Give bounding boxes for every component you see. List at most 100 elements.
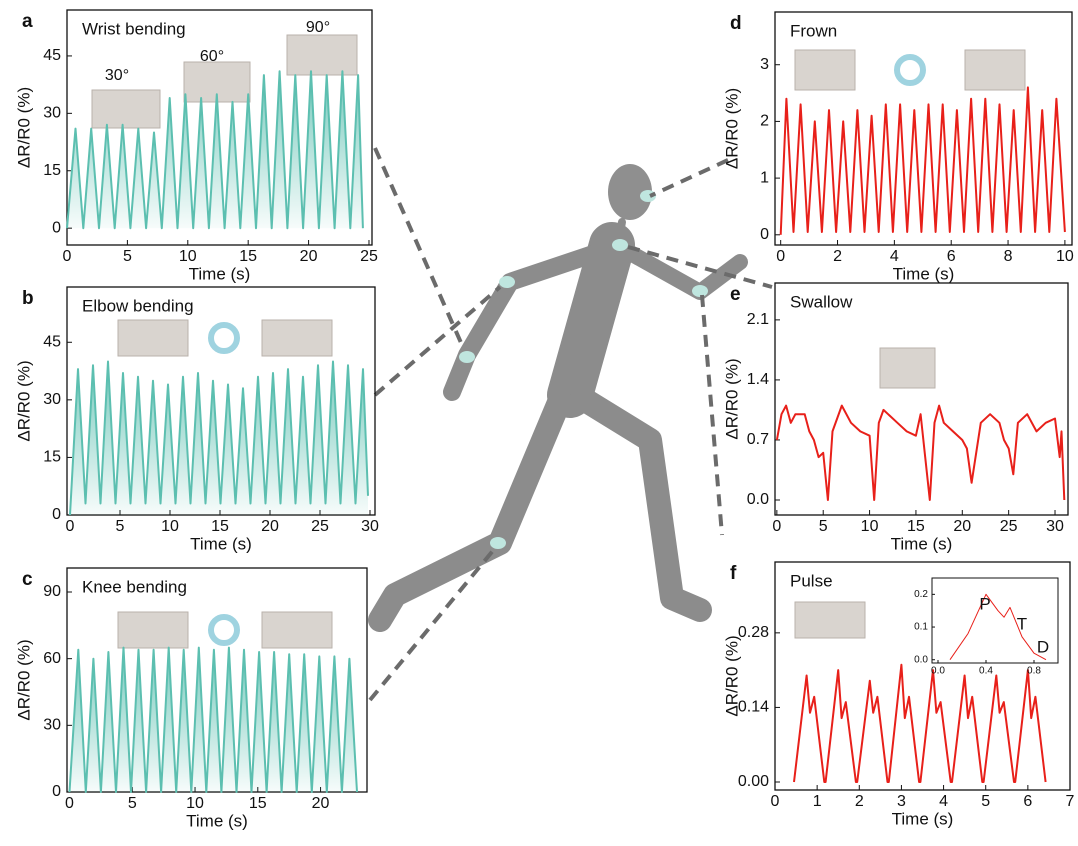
y-tick-label: 90 [43, 583, 61, 600]
x-tick-label: 20 [300, 248, 318, 265]
data-line [777, 406, 1064, 500]
annotation: 90° [306, 19, 330, 36]
x-tick-label: 5 [981, 793, 990, 810]
x-tick-label: 2 [833, 248, 842, 265]
x-tick-label: 0.4 [979, 666, 993, 677]
annotation: P [979, 594, 990, 613]
y-tick-label: 0.00 [738, 773, 769, 790]
y-tick-label: 30 [43, 391, 61, 408]
data-line [781, 87, 1065, 234]
y-axis-title: ΔR/R0 (%) [722, 635, 741, 716]
x-tick-label: 30 [361, 518, 379, 535]
y-tick-label: 0 [52, 506, 61, 523]
chart-title: Wrist bending [82, 19, 186, 38]
x-tick-label: 10 [861, 518, 879, 535]
x-tick-label: 0 [65, 795, 74, 812]
x-tick-label: 15 [239, 248, 257, 265]
x-axis-title: Time (s) [893, 264, 955, 283]
data-line [950, 594, 1046, 659]
x-tick-label: 0 [66, 518, 75, 535]
y-tick-label: 0.2 [914, 589, 928, 600]
y-tick-label: 2.1 [747, 311, 769, 328]
plot-frame [775, 283, 1068, 515]
y-tick-label: 0.28 [738, 624, 769, 641]
y-tick-label: 1.4 [747, 371, 769, 388]
panel-label: c [22, 569, 33, 590]
x-tick-label: 6 [947, 248, 956, 265]
y-tick-label: 0.0 [747, 491, 769, 508]
x-tick-label: 30 [1046, 518, 1064, 535]
panel-label: d [730, 13, 742, 34]
chart-title: Knee bending [82, 577, 187, 596]
y-tick-label: 45 [43, 47, 61, 64]
annotation: 30° [105, 67, 129, 84]
x-tick-label: 25 [1000, 518, 1018, 535]
x-tick-label: 0 [772, 518, 781, 535]
x-axis-title: Time (s) [186, 811, 248, 830]
x-tick-label: 15 [907, 518, 925, 535]
x-tick-label: 10 [179, 248, 197, 265]
y-tick-label: 0 [52, 219, 61, 236]
y-tick-label: 2 [760, 113, 769, 130]
y-tick-label: 0.1 [914, 622, 928, 633]
x-tick-label: 15 [211, 518, 229, 535]
annotation: 60° [200, 48, 224, 65]
x-tick-label: 15 [249, 795, 267, 812]
x-tick-label: 5 [116, 518, 125, 535]
y-tick-label: 1 [760, 169, 769, 186]
x-tick-label: 4 [939, 793, 948, 810]
y-tick-label: 30 [43, 105, 61, 122]
connector-lines [370, 148, 772, 700]
x-axis-title: Time (s) [892, 809, 954, 828]
x-tick-label: 0 [63, 248, 72, 265]
x-tick-label: 6 [1023, 793, 1032, 810]
figure: 05101520250153045aWrist bendingTime (s)Δ… [0, 0, 1078, 846]
x-tick-label: 20 [312, 795, 330, 812]
x-tick-label: 20 [953, 518, 971, 535]
x-tick-label: 25 [360, 248, 378, 265]
x-tick-label: 10 [1056, 248, 1074, 265]
annotation: T [1017, 614, 1027, 633]
panel-label: a [22, 11, 33, 32]
y-axis-title: ΔR/R0 (%) [722, 88, 741, 169]
y-axis-title: ΔR/R0 (%) [14, 639, 33, 720]
data-line [794, 665, 1046, 782]
human-figure [380, 164, 740, 620]
x-tick-label: 10 [161, 518, 179, 535]
panel-label: e [730, 284, 741, 305]
x-axis-title: Time (s) [190, 534, 252, 553]
x-tick-label: 5 [819, 518, 828, 535]
y-tick-label: 0.0 [914, 654, 928, 665]
y-tick-label: 15 [43, 449, 61, 466]
y-axis-title: ΔR/R0 (%) [14, 360, 33, 441]
x-tick-label: 0.8 [1027, 666, 1041, 677]
x-tick-label: 25 [311, 518, 329, 535]
x-tick-label: 7 [1066, 793, 1075, 810]
chart-title: Swallow [790, 292, 853, 311]
x-tick-label: 0 [771, 793, 780, 810]
y-tick-label: 0.14 [738, 699, 769, 716]
x-axis-title: Time (s) [189, 264, 251, 283]
panel-label: f [730, 563, 737, 584]
x-axis-title: Time (s) [891, 534, 953, 553]
y-axis-title: ΔR/R0 (%) [14, 87, 33, 168]
x-tick-label: 4 [890, 248, 899, 265]
x-tick-label: 5 [123, 248, 132, 265]
y-axis-title: ΔR/R0 (%) [722, 358, 741, 439]
y-tick-label: 45 [43, 333, 61, 350]
x-tick-label: 5 [128, 795, 137, 812]
x-tick-label: 8 [1004, 248, 1013, 265]
x-tick-label: 3 [897, 793, 906, 810]
y-tick-label: 0 [760, 226, 769, 243]
y-tick-label: 30 [43, 717, 61, 734]
x-tick-label: 10 [186, 795, 204, 812]
chart-title: Elbow bending [82, 296, 194, 315]
x-tick-label: 0.0 [931, 666, 945, 677]
y-tick-label: 15 [43, 162, 61, 179]
x-tick-label: 2 [855, 793, 864, 810]
x-tick-label: 0 [776, 248, 785, 265]
